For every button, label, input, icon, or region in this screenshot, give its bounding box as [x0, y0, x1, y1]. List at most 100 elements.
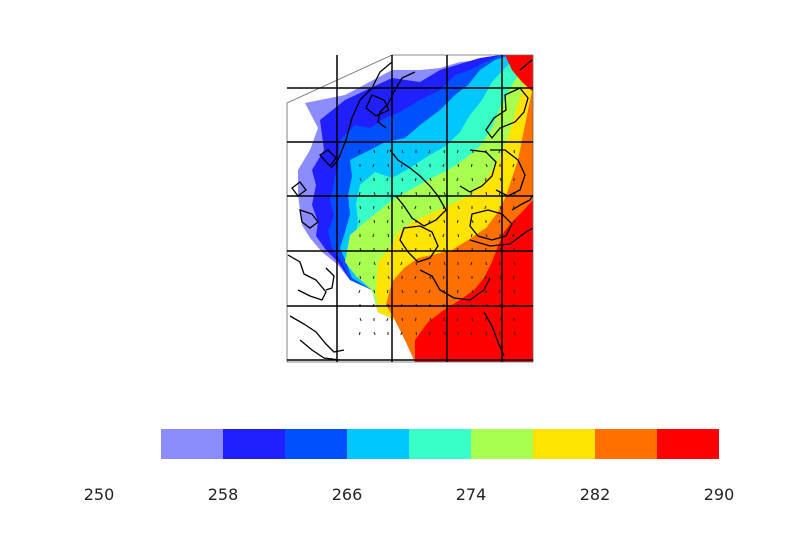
wind-vector [401, 149, 404, 154]
wind-vector [442, 275, 445, 280]
wind-vector [513, 219, 516, 224]
wind-vector [414, 317, 417, 322]
wind-vector [358, 149, 361, 154]
wind-vector [499, 317, 502, 322]
colorbar-segment [409, 429, 471, 459]
wind-vector [499, 275, 502, 280]
wind-vector [429, 317, 432, 322]
wind-vector [457, 163, 460, 168]
colorbar-tick-label: 274 [455, 485, 487, 504]
wind-vector [512, 275, 515, 280]
wind-vector [428, 261, 431, 266]
wind-vector [443, 261, 446, 266]
colorbar-tick-label: 266 [331, 485, 363, 504]
wind-vector [359, 275, 362, 280]
wind-vector [414, 177, 417, 182]
wind-vector [372, 205, 375, 210]
wind-vector [386, 289, 389, 294]
coastline-denmark [399, 225, 439, 263]
wind-vector [457, 233, 460, 238]
wind-vector [386, 149, 389, 154]
wind-vector [457, 205, 460, 210]
wind-vector [359, 177, 362, 182]
coastline-poland [483, 311, 505, 357]
coastline-france [289, 315, 345, 353]
wind-vector [428, 289, 431, 294]
temperature-field [287, 55, 533, 362]
wind-vector [415, 331, 418, 336]
wind-vector [484, 275, 487, 280]
map-frame [286, 54, 534, 363]
wind-vector [387, 163, 390, 168]
coastline-white-sea [365, 94, 390, 117]
wind-vector [373, 191, 376, 196]
wind-vector [373, 261, 376, 266]
wind-vector [470, 331, 473, 336]
colorbar-segment [595, 429, 657, 459]
wind-vector [373, 149, 376, 154]
wind-vector [471, 177, 474, 182]
wind-vector [428, 149, 431, 154]
wind-vector [429, 275, 432, 280]
colorbar-tick-label: 282 [579, 485, 611, 504]
wind-vector [443, 149, 446, 154]
wind-vector [470, 163, 473, 168]
wind-vector [442, 233, 445, 238]
wind-vector [415, 261, 418, 266]
wind-vector [498, 331, 501, 336]
wind-vector [470, 233, 473, 238]
wind-vector [386, 317, 389, 322]
wind-vector [470, 261, 473, 266]
wind-vector [428, 191, 431, 196]
coastline-islet [318, 149, 337, 168]
coastline-germany [419, 269, 491, 301]
wind-vector [358, 331, 361, 336]
wind-vector [400, 163, 403, 168]
coastline-gotland [469, 209, 513, 241]
wind-vector [443, 219, 446, 224]
coastline-e-sweden [511, 194, 533, 211]
coastline-baltic [389, 149, 447, 227]
wind-vector [373, 289, 376, 294]
wind-vector [456, 177, 459, 182]
wind-vector [471, 289, 474, 294]
colorbar-tick-label: 290 [703, 485, 735, 504]
wind-vector [485, 163, 488, 168]
wind-vector [470, 191, 473, 196]
wind-vector [471, 317, 474, 322]
wind-vector [387, 233, 390, 238]
wind-vector [485, 331, 488, 336]
wind-vector [429, 205, 432, 210]
coastline-fjord [519, 59, 533, 71]
wind-vector [387, 275, 390, 280]
wind-vector [373, 331, 376, 336]
wind-vector [443, 191, 446, 196]
wind-vector [414, 205, 417, 210]
wind-vector [498, 219, 501, 224]
colorbar-segment [657, 429, 719, 459]
wind-vector [456, 289, 459, 294]
wind-vector [372, 275, 375, 280]
wind-vector [415, 191, 418, 196]
wind-vector [513, 149, 516, 154]
wind-vector [414, 275, 417, 280]
coastline-ireland [325, 267, 335, 291]
contour-band [415, 55, 533, 362]
wind-vector [498, 289, 501, 294]
colorbar-segment [347, 429, 409, 459]
coastline-shetland [299, 209, 319, 229]
wind-vector [429, 177, 432, 182]
coastline-gulf-bothnia [459, 149, 497, 193]
colorbar-segment [161, 429, 223, 459]
coastline-norway [330, 61, 393, 169]
wind-vector [513, 289, 516, 294]
wind-vector [400, 191, 403, 196]
wind-vector [358, 219, 361, 224]
wind-vector [415, 163, 418, 168]
wind-vector [456, 219, 459, 224]
coastline-britain [287, 254, 327, 301]
wind-vector [513, 331, 516, 336]
wind-vector [401, 177, 404, 182]
wind-vector [358, 289, 361, 294]
